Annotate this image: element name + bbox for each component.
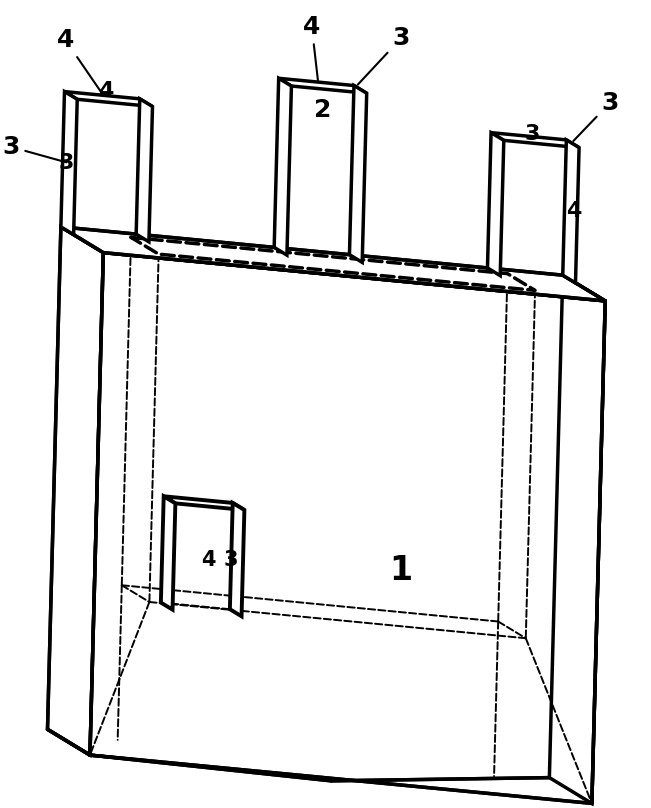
- Polygon shape: [230, 503, 244, 617]
- Text: 3: 3: [358, 27, 409, 85]
- Polygon shape: [161, 496, 175, 610]
- Polygon shape: [350, 86, 367, 263]
- Text: 4: 4: [201, 549, 215, 570]
- Polygon shape: [61, 227, 605, 301]
- Polygon shape: [136, 99, 152, 242]
- Polygon shape: [64, 91, 152, 107]
- Text: 1: 1: [389, 553, 412, 587]
- Text: 2: 2: [314, 98, 331, 122]
- Text: 3: 3: [223, 549, 238, 570]
- Polygon shape: [279, 78, 367, 93]
- Polygon shape: [488, 133, 504, 276]
- Text: 3: 3: [58, 153, 74, 173]
- Text: 4: 4: [566, 201, 582, 221]
- Polygon shape: [549, 276, 605, 803]
- Polygon shape: [48, 227, 104, 755]
- Polygon shape: [163, 496, 244, 510]
- Polygon shape: [562, 140, 579, 283]
- Text: 3: 3: [3, 135, 66, 162]
- Text: 4: 4: [303, 15, 320, 80]
- Text: 4: 4: [98, 81, 113, 101]
- Polygon shape: [61, 91, 77, 234]
- Text: 3: 3: [574, 90, 618, 141]
- Polygon shape: [274, 78, 292, 255]
- Text: 3: 3: [524, 124, 540, 144]
- Polygon shape: [491, 133, 579, 148]
- Text: 4: 4: [57, 28, 102, 94]
- Polygon shape: [90, 253, 605, 803]
